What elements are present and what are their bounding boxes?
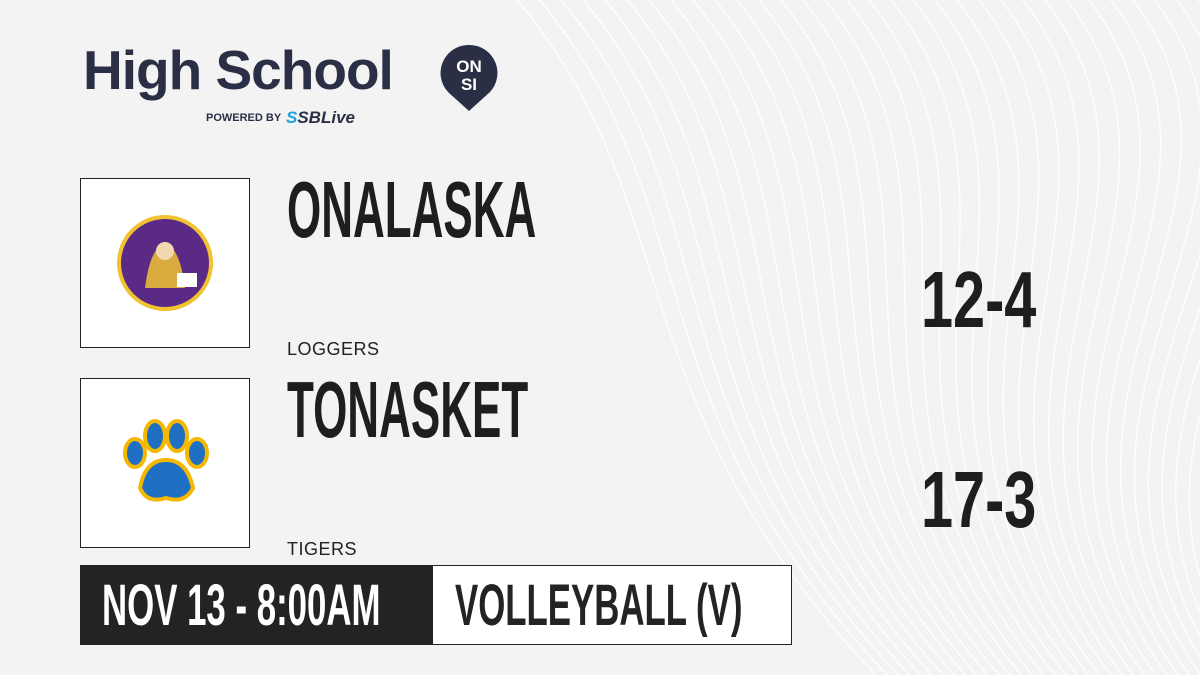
event-datetime-box: NOV 13 - 8:00AM	[80, 565, 432, 645]
wave-line	[1021, 0, 1135, 675]
wave-line	[692, 0, 967, 675]
wave-line	[1105, 0, 1180, 675]
wave-line	[714, 0, 978, 675]
wave-line	[626, 0, 933, 675]
powered-by: POWERED BY	[206, 112, 282, 124]
wave-line	[582, 0, 911, 675]
wave-line	[955, 0, 1101, 675]
wave-line	[538, 0, 889, 675]
wave-line	[846, 0, 1045, 675]
wave-line	[670, 0, 956, 675]
team-mascot: LOGGERS	[287, 339, 380, 359]
event-sport: VOLLEYBALL (V)	[455, 573, 743, 638]
wave-line	[780, 0, 1012, 675]
wave-line	[802, 0, 1023, 675]
wave-line	[1188, 411, 1200, 580]
wave-line	[977, 0, 1112, 675]
badge-bottom: SI	[461, 75, 477, 94]
sblive-logo: SSBLive	[286, 108, 355, 127]
wave-line	[911, 0, 1079, 675]
wave-line	[1119, 0, 1191, 675]
wave-line	[999, 0, 1124, 675]
wave-line	[933, 0, 1090, 675]
wave-line	[1065, 0, 1157, 675]
brand-title: High School	[83, 39, 394, 101]
wave-line	[758, 0, 1000, 675]
wave-line	[604, 0, 922, 675]
team-name: ONALASKA	[287, 165, 537, 254]
wave-line	[889, 0, 1068, 675]
wave-line	[736, 0, 989, 675]
sblive-mark-icon: S	[286, 108, 298, 127]
wave-line	[1161, 0, 1200, 638]
wave-line	[516, 0, 877, 675]
on-si-pin-logo: ON SI	[440, 45, 498, 111]
wave-line	[1043, 0, 1146, 675]
paw-print-icon	[123, 419, 209, 502]
wave-line	[1087, 0, 1168, 675]
loggers-logo-icon	[117, 215, 213, 311]
wave-line	[824, 0, 1034, 675]
team-record: 12-4	[921, 255, 1037, 344]
badge-top: ON	[456, 57, 482, 76]
team-mascot: TIGERS	[287, 539, 358, 559]
team-logo-onalaska	[80, 178, 250, 348]
wave-line	[1175, 356, 1200, 614]
event-datetime: NOV 13 - 8:00AM	[102, 573, 381, 638]
event-sport-box: VOLLEYBALL (V)	[432, 565, 792, 645]
team-record: 17-3	[921, 455, 1037, 544]
wave-line	[868, 0, 1056, 675]
wave-line	[1133, 0, 1200, 675]
team-logo-tonasket	[80, 378, 250, 548]
wave-line	[560, 0, 900, 675]
wave-line	[648, 0, 945, 675]
wave-line	[1147, 0, 1200, 658]
team-name: TONASKET	[287, 365, 529, 454]
